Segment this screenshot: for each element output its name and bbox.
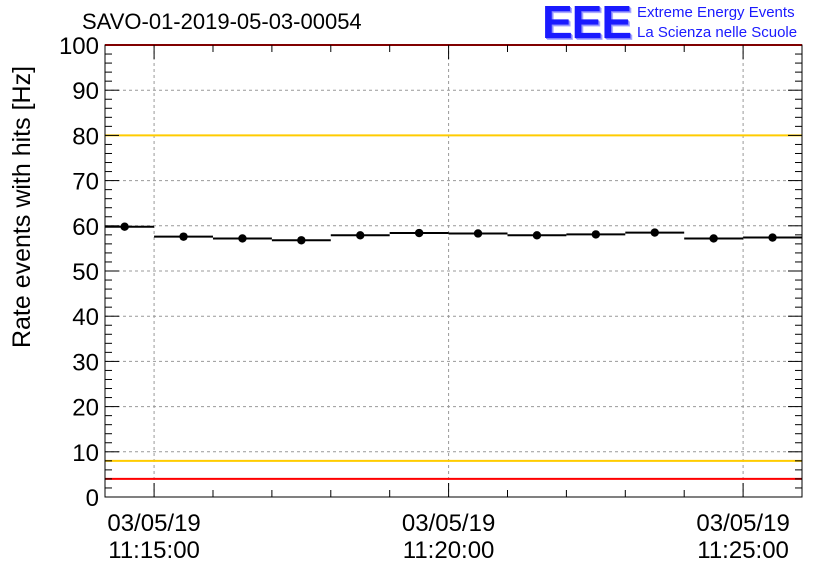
y-tick-label: 80 <box>72 123 99 150</box>
x-tick-labels: 03/05/1911:15:0003/05/1911:20:0003/05/19… <box>107 510 789 564</box>
eee-logo: EEE Extreme Energy Events La Scienza nel… <box>540 0 830 48</box>
y-tick-label: 40 <box>72 304 99 331</box>
data-point <box>768 233 777 242</box>
data-point <box>532 231 542 240</box>
grid-lines <box>105 45 802 497</box>
data-series <box>105 222 802 245</box>
data-point <box>709 234 718 243</box>
x-tick-label-date: 03/05/19 <box>402 510 495 537</box>
y-tick-label: 0 <box>86 485 99 512</box>
data-point <box>591 230 601 239</box>
y-tick-label: 90 <box>72 78 99 105</box>
y-axis-label: Rate events with hits [Hz] <box>8 66 36 348</box>
data-point <box>120 222 129 231</box>
data-point <box>356 231 365 240</box>
x-tick-label-time: 11:15:00 <box>108 537 200 564</box>
data-point <box>473 229 483 238</box>
reference-lines <box>105 44 802 480</box>
data-point <box>414 228 424 238</box>
eee-logo-mark: EEE <box>542 0 632 48</box>
x-tick-label-date: 03/05/19 <box>696 510 789 537</box>
data-point <box>238 234 247 243</box>
axes <box>104 44 803 498</box>
data-point <box>297 236 306 245</box>
y-tick-label: 30 <box>72 349 99 376</box>
y-tick-label: 10 <box>72 440 99 467</box>
chart-title: SAVO-01-2019-05-03-00054 <box>82 9 362 34</box>
logo-line-1: Extreme Energy Events <box>637 4 795 21</box>
x-tick-label-time: 11:20:00 <box>403 537 495 564</box>
x-tick-label-date: 03/05/19 <box>107 510 200 537</box>
data-point <box>650 228 659 237</box>
y-tick-label: 60 <box>72 214 99 241</box>
y-tick-label: 20 <box>72 395 99 422</box>
y-tick-label: 50 <box>72 259 99 286</box>
data-point <box>179 232 188 241</box>
y-tick-labels: 0 10 20 30 40 50 60 70 80 90 100 <box>59 33 99 512</box>
logo-line-2: La Scienza nelle Scuole <box>637 24 798 41</box>
y-tick-label: 70 <box>72 169 99 196</box>
x-tick-label-time: 11:25:00 <box>697 537 789 564</box>
y-tick-label: 100 <box>59 33 99 60</box>
